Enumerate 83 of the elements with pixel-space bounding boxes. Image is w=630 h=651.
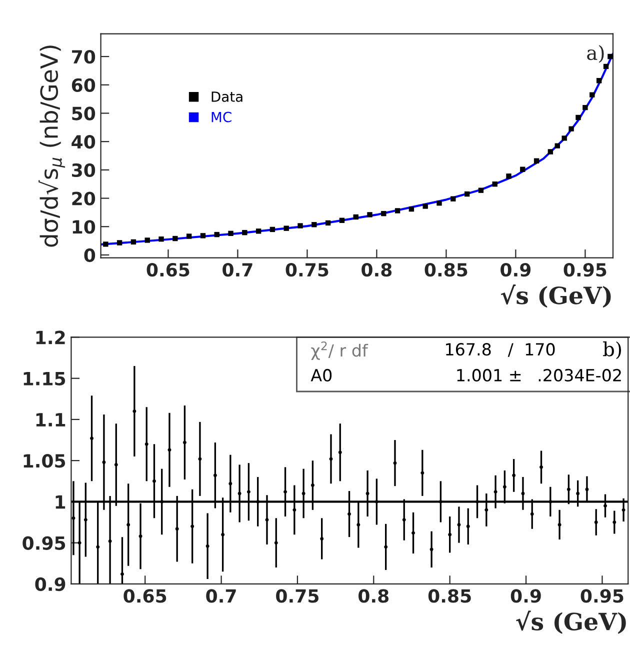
point xyxy=(353,214,358,220)
y-tick-label: 0.95 xyxy=(22,536,66,550)
point xyxy=(116,240,122,246)
x-tick-label: 0.85 xyxy=(424,262,468,277)
x-tick-label: 0.65 xyxy=(124,589,166,603)
x-tick-label: 0.8 xyxy=(358,589,389,603)
point xyxy=(367,212,372,218)
annotation: A0 xyxy=(310,368,332,382)
annotation: .2034E-02 xyxy=(538,368,621,382)
x-tick-label: 0.7 xyxy=(222,262,252,277)
point xyxy=(464,191,470,197)
point xyxy=(256,228,262,234)
y-tick-label: 1 xyxy=(56,495,66,509)
point xyxy=(200,233,206,238)
y-tick-label: 30 xyxy=(72,163,96,178)
point xyxy=(312,222,317,228)
legend-label: Data xyxy=(212,92,242,102)
annotation: a) xyxy=(587,45,604,63)
point xyxy=(144,238,150,243)
point xyxy=(298,223,303,228)
point xyxy=(284,226,289,231)
y-tick-label: 0 xyxy=(84,248,96,262)
x-tick-label: 0.75 xyxy=(286,262,328,277)
point xyxy=(325,220,331,226)
point xyxy=(582,104,588,110)
point xyxy=(172,236,178,242)
point xyxy=(242,230,248,236)
point xyxy=(270,226,276,232)
x-tick-label: 0.9 xyxy=(500,262,531,277)
x-axis-title: √s (GeV) xyxy=(516,610,626,634)
point xyxy=(568,126,574,132)
point xyxy=(478,188,484,193)
annotation: b) xyxy=(603,341,622,360)
point xyxy=(186,234,192,239)
point xyxy=(590,92,595,98)
y-tick-label: 60 xyxy=(72,78,96,92)
point xyxy=(596,78,602,84)
point xyxy=(603,64,609,70)
point xyxy=(492,181,498,187)
y-tick-label: 50 xyxy=(72,106,96,120)
point xyxy=(381,210,386,216)
annotation: 1.001 ± xyxy=(457,368,521,382)
point xyxy=(534,158,540,164)
y-tick-label: 20 xyxy=(72,192,96,206)
y-tick-label: 70 xyxy=(72,50,96,64)
point xyxy=(576,114,581,120)
annotation: χ$^{2}$/ r df xyxy=(311,341,368,360)
point xyxy=(214,232,220,238)
point xyxy=(436,200,442,206)
x-tick-label: 0.8 xyxy=(362,262,392,277)
y-tick-label: 1.05 xyxy=(24,454,66,468)
point xyxy=(562,136,567,141)
point xyxy=(506,174,512,179)
point xyxy=(339,218,345,223)
point xyxy=(130,239,136,245)
x-tick-label: 0.95 xyxy=(580,589,624,603)
x-tick-label: 0.85 xyxy=(428,589,471,603)
x-tick-label: 0.95 xyxy=(564,262,606,277)
x-axis-title: √s (GeV) xyxy=(500,284,611,308)
x-tick-label: 0.65 xyxy=(146,262,190,277)
y-axis-title: dσ/d√s$_{μ}$ (nb/GeV) xyxy=(38,46,66,247)
point xyxy=(520,166,526,172)
point xyxy=(394,208,400,214)
point xyxy=(408,206,414,212)
y-tick-label: 1.2 xyxy=(36,330,65,344)
point xyxy=(548,149,554,154)
legend-label: MC xyxy=(212,112,232,122)
point xyxy=(554,143,560,148)
point xyxy=(608,54,613,60)
y-tick-label: 1.1 xyxy=(36,413,66,426)
x-tick-label: 0.75 xyxy=(276,589,318,603)
y-tick-label: 10 xyxy=(72,220,96,234)
x-tick-label: 0.7 xyxy=(206,589,236,603)
y-tick-label: 0.9 xyxy=(35,577,66,592)
point xyxy=(158,236,164,242)
point xyxy=(228,230,234,236)
annotation: 167.8 / 170 xyxy=(446,343,555,357)
point xyxy=(450,196,456,202)
y-tick-label: 1.15 xyxy=(24,372,66,386)
y-tick-label: 40 xyxy=(72,135,96,149)
x-tick-label: 0.9 xyxy=(510,589,541,603)
point xyxy=(422,204,428,209)
point xyxy=(103,242,108,247)
